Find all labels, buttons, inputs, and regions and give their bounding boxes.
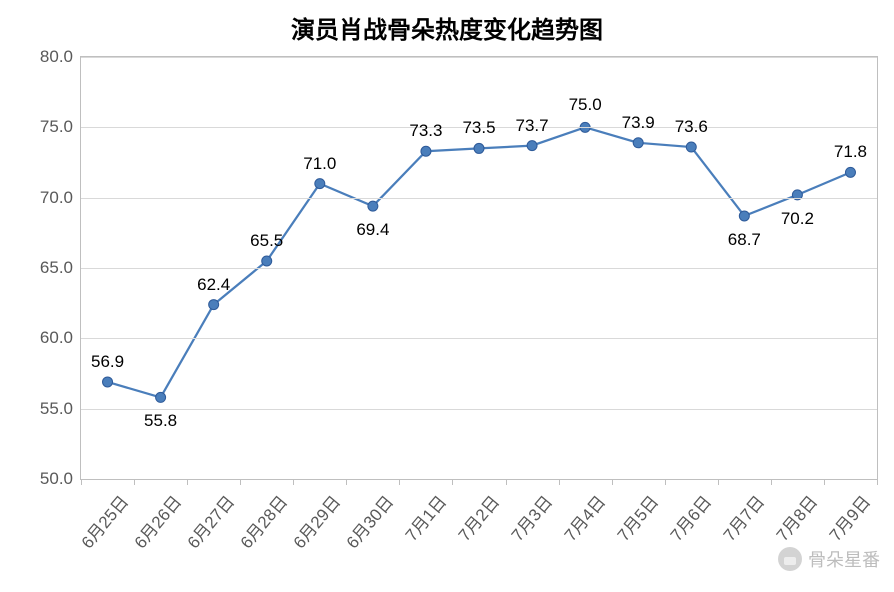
- x-axis-label: 6月30日: [339, 489, 398, 553]
- gridline: [81, 57, 877, 58]
- data-label: 65.5: [250, 231, 283, 251]
- y-axis-label: 60.0: [40, 328, 73, 348]
- x-axis-label: 7月1日: [398, 489, 451, 546]
- data-label: 62.4: [197, 275, 230, 295]
- data-marker: [209, 300, 219, 310]
- x-tick: [187, 479, 188, 485]
- data-marker: [421, 146, 431, 156]
- chart-title: 演员肖战骨朵热度变化趋势图: [0, 10, 894, 45]
- x-axis-label: 7月4日: [557, 489, 610, 546]
- data-marker: [103, 377, 113, 387]
- data-label: 73.9: [622, 113, 655, 133]
- x-tick: [399, 479, 400, 485]
- gridline: [81, 198, 877, 199]
- data-marker: [686, 142, 696, 152]
- wechat-icon: [778, 547, 802, 571]
- data-label: 73.6: [675, 117, 708, 137]
- data-marker: [156, 392, 166, 402]
- data-label: 75.0: [569, 95, 602, 115]
- x-axis-label: 7月5日: [610, 489, 663, 546]
- data-marker: [739, 211, 749, 221]
- gridline: [81, 409, 877, 410]
- data-marker: [474, 143, 484, 153]
- y-axis-label: 70.0: [40, 188, 73, 208]
- data-label: 55.8: [144, 411, 177, 431]
- x-axis-label: 6月27日: [180, 489, 239, 553]
- line-path: [108, 127, 851, 397]
- data-marker: [315, 179, 325, 189]
- data-label: 68.7: [728, 230, 761, 250]
- data-marker: [368, 201, 378, 211]
- data-label: 73.7: [516, 116, 549, 136]
- data-label: 56.9: [91, 352, 124, 372]
- x-axis-label: 6月25日: [73, 489, 132, 553]
- x-tick: [506, 479, 507, 485]
- x-axis-label: 7月3日: [504, 489, 557, 546]
- x-axis-label: 7月8日: [769, 489, 822, 546]
- x-axis-label: 6月29日: [286, 489, 345, 553]
- data-label: 70.2: [781, 209, 814, 229]
- x-tick: [612, 479, 613, 485]
- x-tick: [452, 479, 453, 485]
- gridline: [81, 268, 877, 269]
- y-axis-label: 75.0: [40, 117, 73, 137]
- y-axis-label: 65.0: [40, 258, 73, 278]
- data-label: 71.0: [303, 154, 336, 174]
- x-axis-label: 6月26日: [126, 489, 185, 553]
- x-tick: [346, 479, 347, 485]
- x-axis-label: 6月28日: [233, 489, 292, 553]
- x-tick: [665, 479, 666, 485]
- x-axis-label: 7月6日: [663, 489, 716, 546]
- data-label: 73.5: [462, 118, 495, 138]
- x-tick: [718, 479, 719, 485]
- x-tick: [293, 479, 294, 485]
- x-axis-label: 7月7日: [716, 489, 769, 546]
- data-label: 71.8: [834, 142, 867, 162]
- watermark-text: 骨朵星番: [808, 546, 880, 572]
- x-tick: [81, 479, 82, 485]
- data-label: 73.3: [409, 121, 442, 141]
- x-axis-label: 7月9日: [822, 489, 875, 546]
- y-axis-label: 50.0: [40, 469, 73, 489]
- gridline: [81, 338, 877, 339]
- x-tick: [824, 479, 825, 485]
- chart-container: 演员肖战骨朵热度变化趋势图 50.055.060.065.070.075.080…: [0, 0, 894, 592]
- y-axis-label: 80.0: [40, 47, 73, 67]
- data-marker: [845, 167, 855, 177]
- x-tick: [771, 479, 772, 485]
- watermark: 骨朵星番: [778, 546, 880, 572]
- x-axis-label: 7月2日: [451, 489, 504, 546]
- x-tick: [559, 479, 560, 485]
- data-marker: [527, 141, 537, 151]
- data-label: 69.4: [356, 220, 389, 240]
- x-tick: [877, 479, 878, 485]
- plot-area: 50.055.060.065.070.075.080.06月25日6月26日6月…: [80, 56, 878, 480]
- x-tick: [134, 479, 135, 485]
- x-tick: [240, 479, 241, 485]
- y-axis-label: 55.0: [40, 399, 73, 419]
- data-marker: [262, 256, 272, 266]
- data-marker: [633, 138, 643, 148]
